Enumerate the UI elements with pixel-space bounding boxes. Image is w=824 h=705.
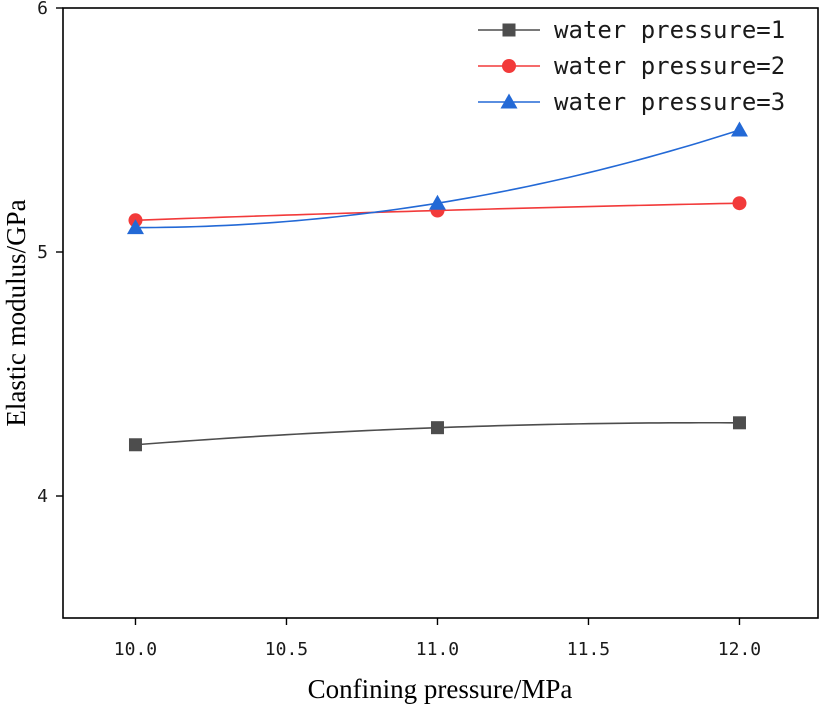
legend-label: water pressure=3 (554, 88, 785, 116)
legend-label: water pressure=1 (554, 16, 785, 44)
x-tick-label: 10.0 (114, 639, 157, 660)
data-point-series-3 (126, 219, 144, 235)
legend: water pressure=1 water pressure=2 water pr… (478, 16, 785, 116)
data-point-series-1 (732, 416, 746, 430)
series-markers (126, 121, 748, 452)
y-axis-title: Elastic modulus/GPa (1, 199, 31, 426)
y-axis-ticks: 4 5 6 (37, 0, 63, 507)
x-tick-label: 11.5 (567, 639, 610, 660)
y-tick-label: 4 (37, 486, 48, 507)
y-tick-label: 5 (37, 242, 48, 263)
legend-label: water pressure=2 (554, 52, 785, 80)
data-point-series-2 (732, 196, 747, 211)
legend-marker (502, 59, 516, 73)
legend-marker (502, 23, 516, 37)
series-lines (135, 129, 740, 446)
data-point-series-3 (428, 194, 446, 210)
x-tick-label: 12.0 (718, 639, 761, 660)
x-tick-label: 11.0 (416, 639, 459, 660)
y-tick-label: 6 (37, 0, 48, 19)
x-axis-ticks: 10.0 10.5 11.0 11.5 12.0 (114, 618, 761, 660)
data-point-series-1 (430, 421, 444, 435)
data-point-series-1 (128, 438, 142, 452)
x-axis-title: Confining pressure/MPa (308, 674, 573, 704)
legend-marker (500, 93, 518, 109)
data-point-series-3 (730, 121, 748, 137)
x-tick-label: 10.5 (265, 639, 308, 660)
plot-frame (62, 7, 819, 619)
